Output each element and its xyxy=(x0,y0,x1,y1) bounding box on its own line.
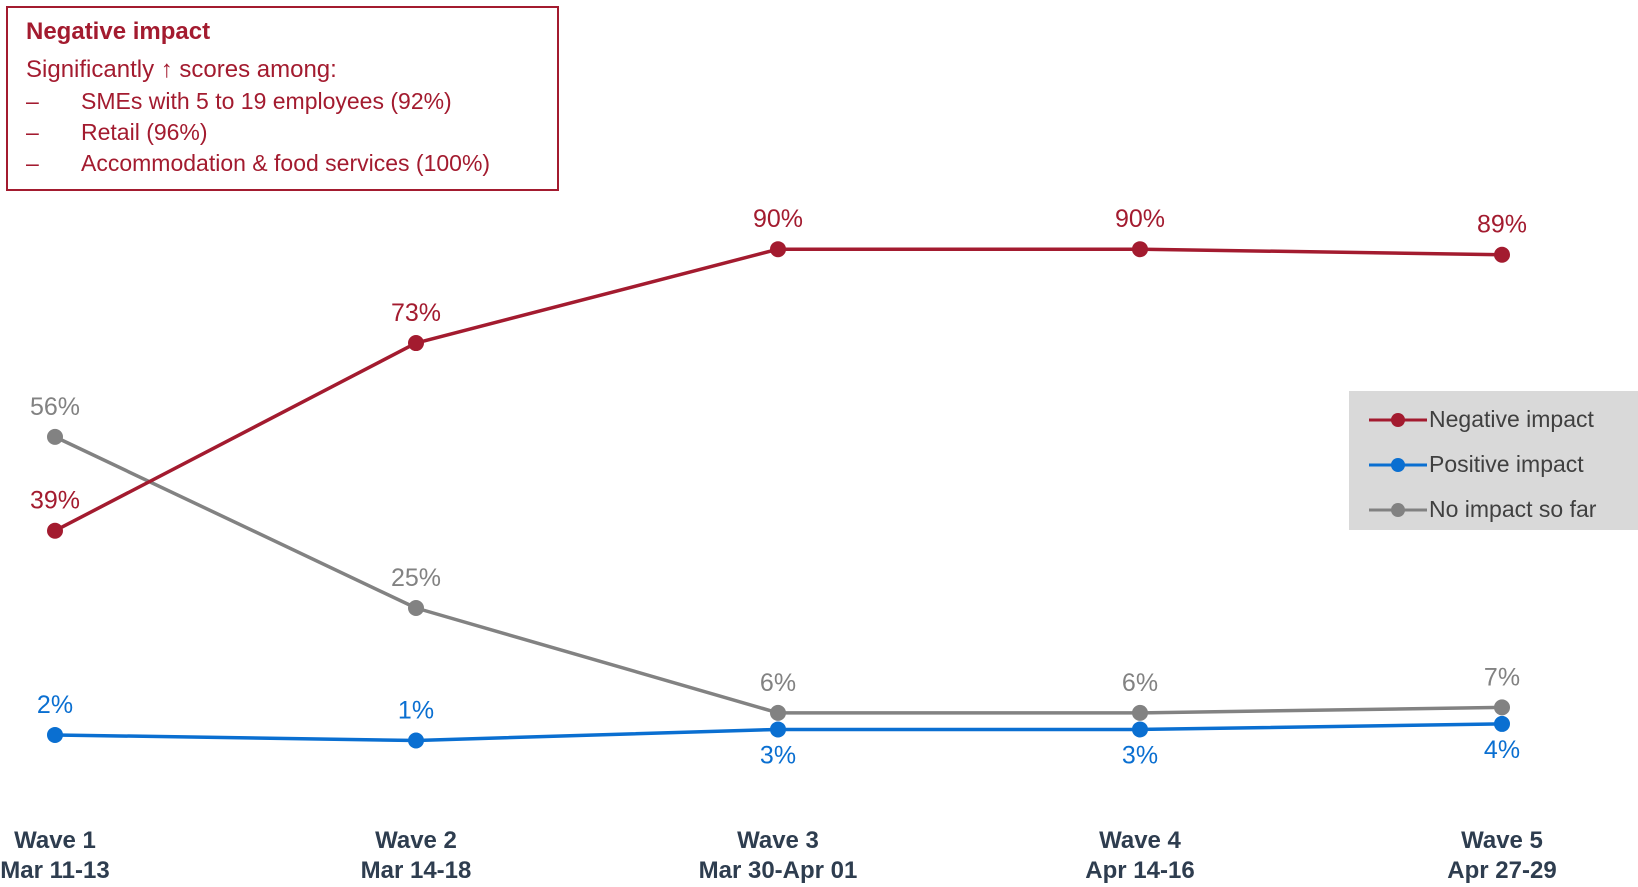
dash-bullet: – xyxy=(26,119,39,145)
data-label-none: 7% xyxy=(1484,663,1520,691)
callout-title: Negative impact xyxy=(26,18,211,45)
data-label-positive: 3% xyxy=(1122,741,1158,769)
legend-item-negative: Negative impact xyxy=(1349,397,1638,442)
data-label-positive: 3% xyxy=(760,741,796,769)
data-label-none: 56% xyxy=(30,393,80,421)
x-tick-label-wave: Wave 1 xyxy=(14,827,96,854)
data-point-negative xyxy=(47,522,63,539)
legend-item-positive: Positive impact xyxy=(1349,442,1638,487)
data-point-none xyxy=(1494,699,1510,716)
legend-marker-none xyxy=(1369,502,1427,517)
x-tick-label-date: Apr 14-16 xyxy=(1085,857,1194,884)
data-point-positive xyxy=(408,732,424,749)
x-tick-label-date: Apr 27-29 xyxy=(1447,857,1556,884)
legend-marker-positive xyxy=(1369,457,1427,472)
data-point-negative xyxy=(770,241,786,258)
data-label-positive: 2% xyxy=(37,691,73,719)
negative-impact-callout: Negative impact Significantly ↑ scores a… xyxy=(6,6,559,191)
data-label-positive: 4% xyxy=(1484,736,1520,764)
data-label-negative: 90% xyxy=(1115,205,1165,233)
legend-marker-negative xyxy=(1369,412,1427,427)
data-label-negative: 90% xyxy=(753,205,803,233)
legend-label: Positive impact xyxy=(1429,451,1584,477)
callout-list-item: – Retail (96%) xyxy=(26,117,539,148)
data-point-negative xyxy=(408,335,424,352)
data-point-negative xyxy=(1494,246,1510,263)
data-point-negative xyxy=(1132,241,1148,258)
data-label-none: 6% xyxy=(1122,669,1158,697)
data-label-negative: 73% xyxy=(391,299,441,327)
x-tick-label-wave: Wave 4 xyxy=(1099,827,1181,854)
data-point-none xyxy=(47,428,63,445)
data-label-none: 6% xyxy=(760,669,796,697)
callout-list-item: – Accommodation & food services (100%) xyxy=(26,148,539,179)
chart-legend: Negative impact Positive impact No impac… xyxy=(1349,391,1638,530)
x-tick-label-date: Mar 30-Apr 01 xyxy=(699,857,858,884)
data-point-none xyxy=(1132,704,1148,721)
data-point-positive xyxy=(1132,721,1148,738)
x-tick-label-wave: Wave 3 xyxy=(737,827,819,854)
x-tick-label-wave: Wave 2 xyxy=(375,827,457,854)
callout-list: – SMEs with 5 to 19 employees (92%) – Reta… xyxy=(26,86,539,179)
series-line-negative xyxy=(54,247,1503,533)
data-point-none xyxy=(408,600,424,616)
x-tick-label-date: Mar 14-18 xyxy=(361,857,472,884)
dash-bullet: – xyxy=(26,150,39,176)
callout-subtitle: Significantly ↑ scores among: xyxy=(26,56,337,83)
legend-label: No impact so far xyxy=(1429,496,1597,522)
data-label-negative: 39% xyxy=(30,487,80,515)
x-tick-label-wave: Wave 5 xyxy=(1461,827,1543,854)
callout-item-text: Accommodation & food services (100%) xyxy=(81,150,491,176)
data-point-positive xyxy=(770,721,786,738)
data-label-negative: 89% xyxy=(1477,211,1527,239)
x-tick-label-date: Mar 11-13 xyxy=(0,857,109,884)
callout-item-text: SMEs with 5 to 19 employees (92%) xyxy=(81,88,452,114)
legend-item-none: No impact so far xyxy=(1349,487,1638,532)
data-point-none xyxy=(770,704,786,721)
data-point-positive xyxy=(47,726,63,743)
data-label-positive: 1% xyxy=(398,696,434,724)
callout-item-text: Retail (96%) xyxy=(81,119,208,145)
legend-label: Negative impact xyxy=(1429,406,1594,432)
callout-list-item: – SMEs with 5 to 19 employees (92%) xyxy=(26,86,539,117)
data-point-positive xyxy=(1494,715,1510,732)
dash-bullet: – xyxy=(26,88,39,114)
data-label-none: 25% xyxy=(391,564,441,592)
